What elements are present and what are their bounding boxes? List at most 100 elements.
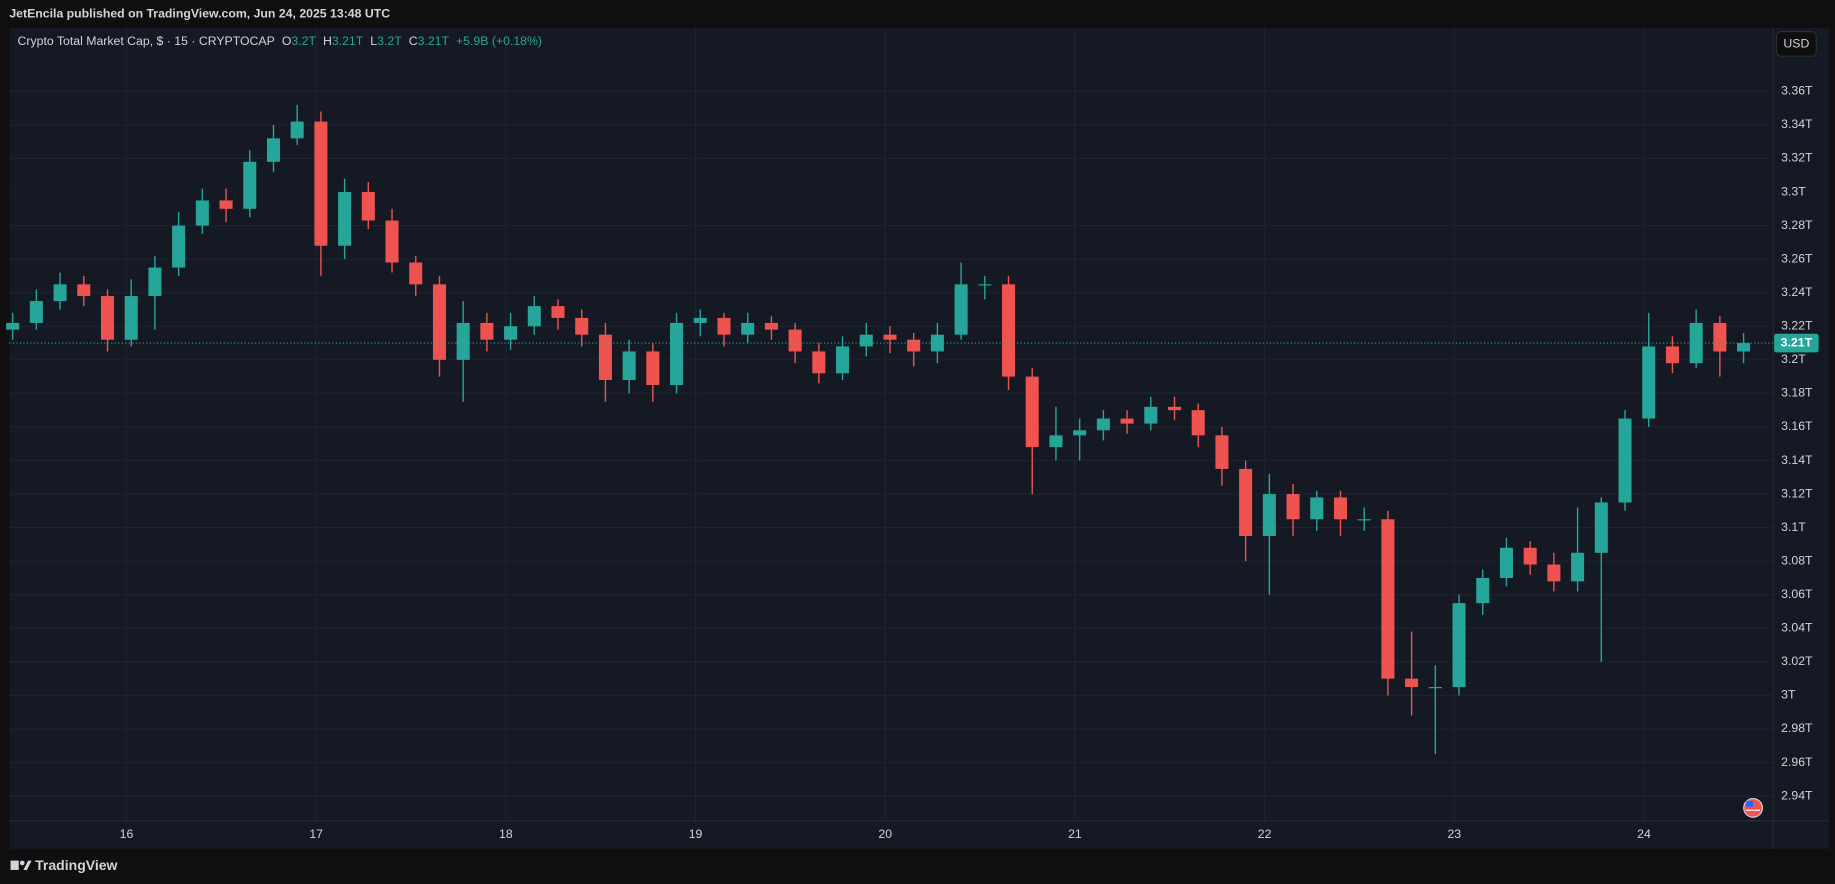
legend-value: 3.2T [377, 34, 402, 48]
y-tick-label: 3.04T [1781, 621, 1813, 635]
last-price-label: 3.21T [1781, 335, 1813, 349]
candle-body [741, 322, 755, 335]
candle-body [883, 334, 897, 340]
x-tick-label: 23 [1447, 827, 1461, 841]
legend-key: O [282, 34, 292, 48]
flag-icon [1743, 797, 1764, 818]
candle-body [361, 192, 375, 221]
candle-body [1594, 502, 1608, 553]
price-axis [1772, 28, 1830, 821]
candle-body [1096, 418, 1110, 431]
candle-body [954, 284, 968, 335]
y-tick-label: 3.2T [1781, 352, 1806, 366]
x-tick-label: 21 [1068, 827, 1082, 841]
legend-symbol: Crypto Total Market Cap, $ · 15 · CRYPTO… [18, 34, 275, 48]
candle-body [195, 200, 209, 226]
candle-body [1547, 564, 1561, 582]
publish-line: JetEncila published on TradingView.com, … [9, 6, 390, 20]
legend-value: 3.21T [418, 34, 450, 48]
candle-body [812, 351, 826, 374]
candle-body [1191, 410, 1205, 436]
candle-body [978, 284, 992, 286]
candle-body [670, 322, 684, 386]
y-tick-label: 3.28T [1781, 218, 1813, 232]
legend: Crypto Total Market Cap, $ · 15 · CRYPTO… [18, 34, 542, 48]
candle-body [1523, 547, 1537, 565]
candle-body [575, 317, 589, 335]
plot-area [9, 28, 1772, 821]
candle-body [1571, 552, 1585, 582]
candle-body [504, 326, 518, 340]
candle-body [859, 334, 873, 347]
candle-body [1049, 435, 1063, 448]
candle-body [456, 322, 470, 360]
currency-label[interactable]: USD [1783, 37, 1809, 51]
currency-button[interactable] [1775, 31, 1817, 57]
candle-body [598, 334, 612, 380]
candle-body [788, 329, 802, 352]
candle-body [1713, 322, 1727, 352]
y-tick-label: 2.98T [1781, 721, 1813, 735]
candle-body [1262, 494, 1276, 537]
time-axis [9, 820, 1830, 849]
candle-body [1618, 418, 1632, 503]
candles [6, 104, 1751, 755]
candle-body [1737, 343, 1751, 352]
candle-body [1120, 418, 1134, 424]
y-tick-label: 3.22T [1781, 319, 1813, 333]
candle-body [1642, 346, 1656, 419]
y-tick-label: 2.96T [1781, 755, 1813, 769]
candle-body [172, 225, 186, 268]
y-tick-label: 3.12T [1781, 486, 1813, 500]
y-tick-label: 3.34T [1781, 117, 1813, 131]
candle-body [1689, 322, 1703, 364]
x-tick-label: 22 [1258, 827, 1272, 841]
candle-body [693, 317, 707, 323]
candle-body [1476, 577, 1490, 604]
x-tick-label: 20 [878, 827, 892, 841]
candle-body [717, 317, 731, 335]
candle-body [1239, 468, 1253, 537]
candle-body [622, 351, 636, 380]
legend-key: C [409, 34, 418, 48]
legend-key: L [370, 34, 377, 48]
y-tick-label: 3.3T [1781, 184, 1806, 198]
candle-body [907, 339, 921, 352]
y-tick-label: 3T [1781, 688, 1796, 702]
brand-logo [10, 860, 32, 870]
candle-body [1381, 519, 1395, 679]
y-tick-label: 2.94T [1781, 788, 1813, 802]
candle-body [1286, 494, 1300, 520]
y-tick-label: 3.02T [1781, 654, 1813, 668]
y-tick-label: 3.24T [1781, 285, 1813, 299]
candle-body [646, 351, 660, 386]
candle-body [219, 200, 233, 209]
candle-body [314, 121, 328, 246]
candle-body [527, 306, 541, 327]
y-tick-label: 3.26T [1781, 251, 1813, 265]
candle-body [1002, 284, 1016, 377]
candle-body [480, 322, 494, 340]
candle-body [53, 284, 67, 302]
candle-body [551, 306, 565, 318]
y-tick-label: 3.16T [1781, 419, 1813, 433]
candle-body [6, 322, 20, 330]
candle-body [338, 192, 352, 246]
candle-body [1665, 346, 1679, 364]
candle-body [77, 284, 91, 297]
candle-body [1333, 497, 1348, 520]
x-tick-label: 18 [499, 827, 513, 841]
x-tick-label: 24 [1637, 827, 1651, 841]
y-tick-label: 3.1T [1781, 520, 1806, 534]
candle-body [266, 138, 280, 162]
candle-body [100, 296, 115, 340]
candle-body [1310, 497, 1324, 520]
candle-body [1357, 519, 1371, 521]
x-tick-label: 17 [309, 827, 323, 841]
legend-value: 3.21T [332, 34, 364, 48]
candle-body [1073, 430, 1087, 436]
footer-brand: TradingView [35, 857, 117, 873]
candle-body [148, 267, 162, 297]
y-tick-label: 3.14T [1781, 453, 1813, 467]
grid [9, 28, 1773, 821]
